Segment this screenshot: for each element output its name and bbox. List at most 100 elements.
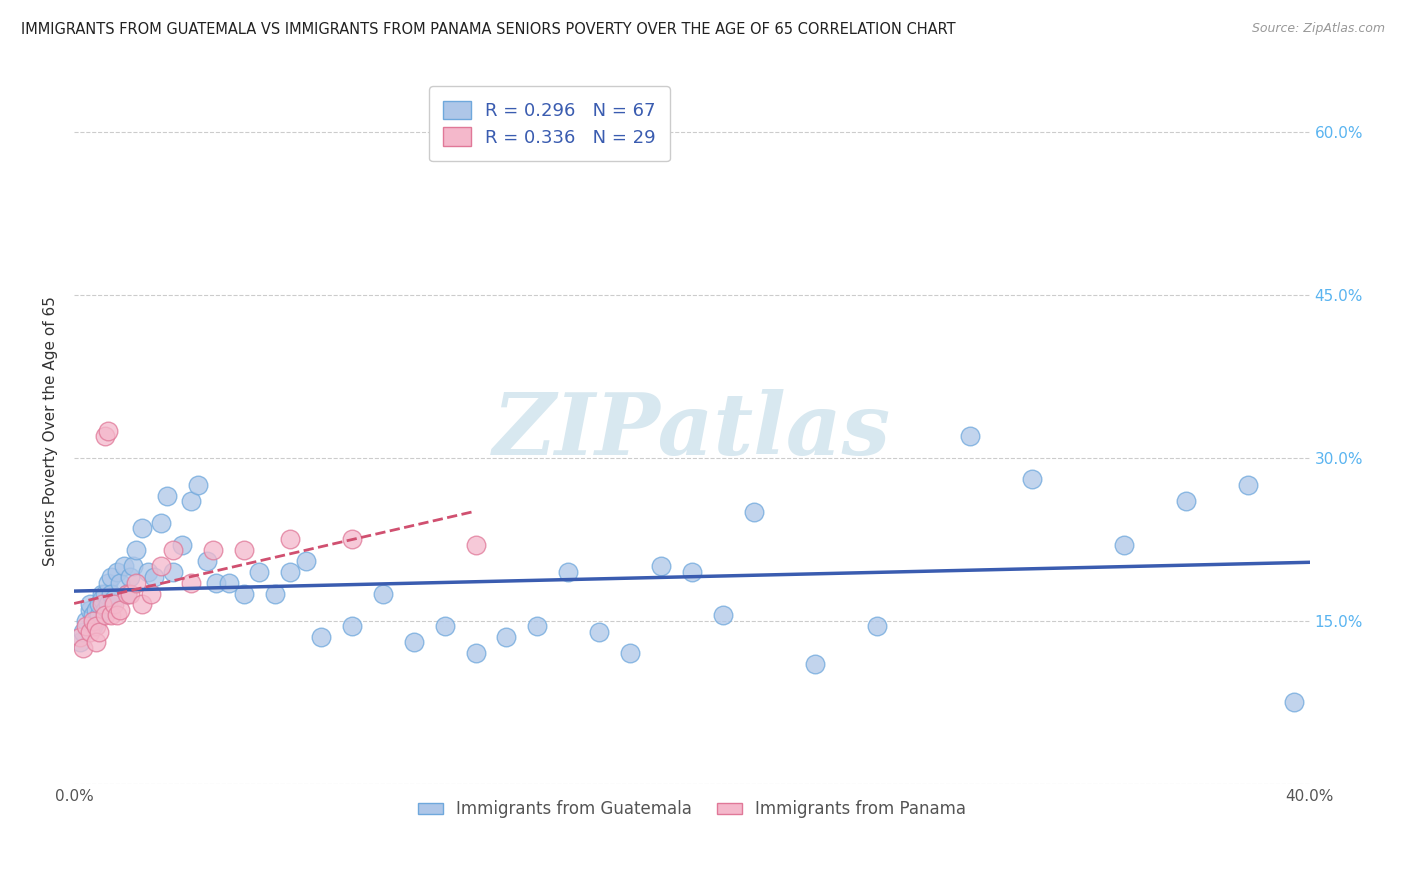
Point [711, 608, 734, 623]
Point [90, 586, 112, 600]
Point [100, 586, 122, 600]
Point [195, 554, 218, 568]
Point [94, 608, 117, 623]
Point [162, 565, 184, 579]
Point [433, 619, 456, 633]
Point [90, 592, 112, 607]
Point [97, 575, 120, 590]
Point [278, 533, 301, 547]
Point [218, 575, 240, 590]
Point [526, 619, 548, 633]
Point [90, 598, 112, 612]
Point [103, 592, 125, 607]
Point [79, 598, 101, 612]
Y-axis label: Seniors Poverty Over the Age of 65: Seniors Poverty Over the Age of 65 [44, 295, 58, 566]
Point [205, 575, 228, 590]
Point [69, 630, 91, 644]
Point [742, 505, 765, 519]
Point [94, 429, 117, 443]
Point [94, 586, 117, 600]
Point [87, 624, 110, 639]
Point [804, 657, 827, 672]
Point [84, 614, 107, 628]
Point [294, 554, 316, 568]
Point [97, 598, 120, 612]
Point [278, 565, 301, 579]
Point [72, 640, 94, 655]
Point [115, 586, 138, 600]
Point [115, 586, 138, 600]
Point [79, 603, 101, 617]
Point [110, 603, 132, 617]
Point [131, 598, 153, 612]
Point [94, 603, 117, 617]
Point [82, 608, 104, 623]
Point [82, 619, 104, 633]
Point [118, 586, 141, 600]
Point [309, 630, 332, 644]
Point [112, 559, 135, 574]
Text: IMMIGRANTS FROM GUATEMALA VS IMMIGRANTS FROM PANAMA SENIORS POVERTY OVER THE AGE: IMMIGRANTS FROM GUATEMALA VS IMMIGRANTS … [21, 22, 956, 37]
Point [681, 565, 703, 579]
Point [371, 586, 394, 600]
Point [118, 570, 141, 584]
Text: ZIPatlas: ZIPatlas [492, 389, 891, 473]
Point [557, 565, 579, 579]
Point [959, 429, 981, 443]
Point [464, 538, 486, 552]
Point [125, 543, 148, 558]
Point [121, 559, 143, 574]
Point [588, 624, 610, 639]
Point [156, 489, 179, 503]
Point [75, 614, 97, 628]
Point [103, 598, 125, 612]
Point [495, 630, 517, 644]
Point [233, 543, 256, 558]
Point [202, 543, 225, 558]
Point [100, 608, 122, 623]
Point [131, 521, 153, 535]
Point [84, 619, 107, 633]
Point [100, 570, 122, 584]
Legend: Immigrants from Guatemala, Immigrants from Panama: Immigrants from Guatemala, Immigrants fr… [411, 794, 973, 825]
Point [650, 559, 672, 574]
Point [233, 586, 256, 600]
Point [180, 494, 202, 508]
Point [1021, 473, 1043, 487]
Point [1114, 538, 1136, 552]
Point [187, 478, 209, 492]
Point [619, 646, 641, 660]
Point [340, 533, 363, 547]
Point [72, 624, 94, 639]
Point [105, 565, 128, 579]
Point [247, 565, 270, 579]
Point [1175, 494, 1198, 508]
Point [125, 575, 148, 590]
Point [110, 575, 132, 590]
Point [1236, 478, 1258, 492]
Point [75, 619, 97, 633]
Point [143, 570, 166, 584]
Point [149, 516, 172, 530]
Point [82, 614, 104, 628]
Point [87, 608, 110, 623]
Point [97, 424, 120, 438]
Point [263, 586, 285, 600]
Point [105, 608, 128, 623]
Point [69, 635, 91, 649]
Point [84, 635, 107, 649]
Point [340, 619, 363, 633]
Point [402, 635, 425, 649]
Point [162, 543, 184, 558]
Point [84, 603, 107, 617]
Point [141, 586, 163, 600]
Point [866, 619, 889, 633]
Point [136, 565, 159, 579]
Point [87, 598, 110, 612]
Point [180, 575, 202, 590]
Point [172, 538, 194, 552]
Point [149, 559, 172, 574]
Point [79, 624, 101, 639]
Point [1282, 695, 1305, 709]
Text: Source: ZipAtlas.com: Source: ZipAtlas.com [1251, 22, 1385, 36]
